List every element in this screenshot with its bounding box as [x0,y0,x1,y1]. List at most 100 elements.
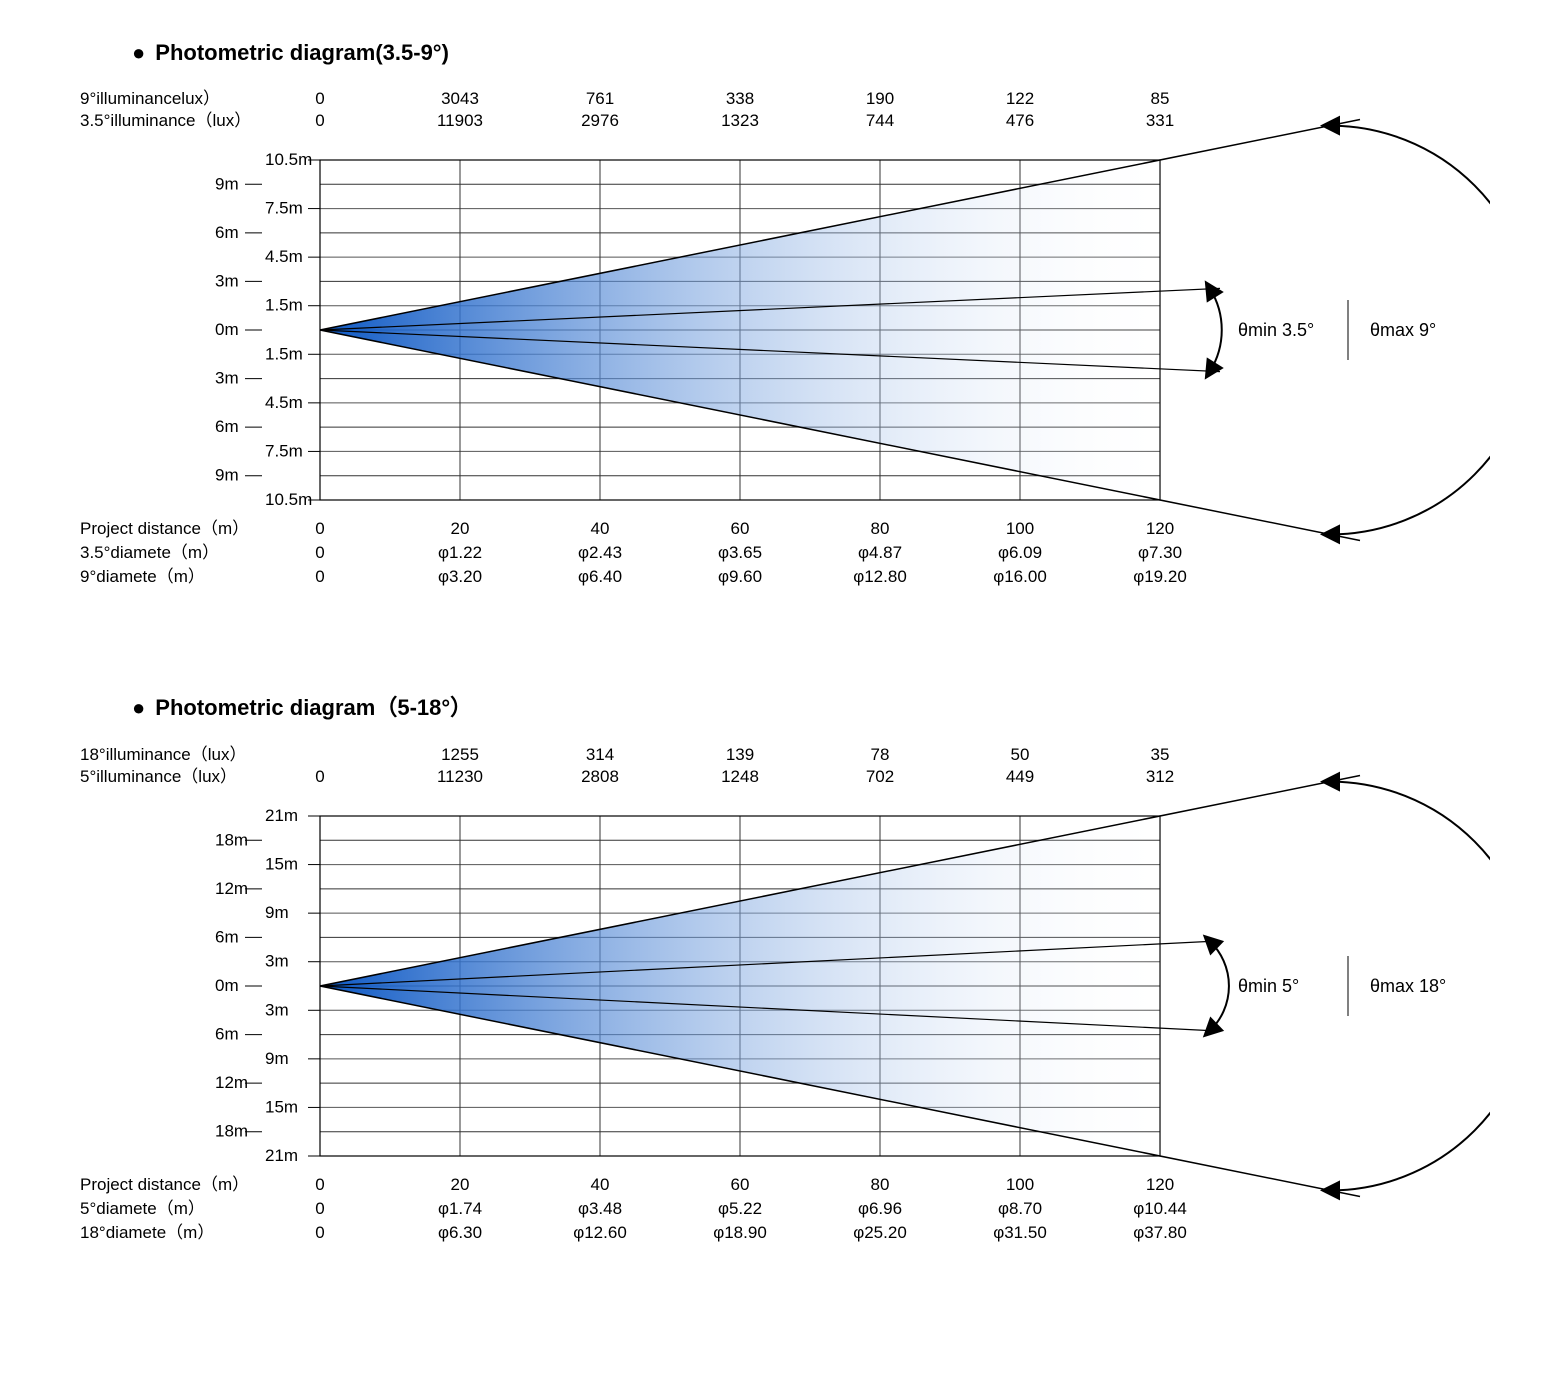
top-row-value: 0 [315,111,324,130]
photometric-diagram: Photometric diagram（5-18°）18°illuminance… [60,690,1497,1296]
y-major-label: 3m [215,369,239,388]
bottom-row-value: 60 [731,1175,750,1194]
y-minor-label: 9m [265,1049,289,1068]
y-minor-label: 7.5m [265,199,303,218]
y-major-label: 12m [215,1073,248,1092]
y-minor-label: 9m [265,903,289,922]
theta-max-label: θmax 18° [1370,976,1446,996]
top-row-value: 702 [866,767,894,786]
bottom-row-value: 0 [315,1175,324,1194]
top-row-label: 5°illuminance（lux） [80,767,237,786]
top-row-value: 3043 [441,89,479,108]
bottom-row-label: Project distance（m） [80,519,249,538]
bottom-row-value: φ2.43 [578,543,622,562]
top-row-value: 312 [1146,767,1174,786]
diagram-title: Photometric diagram（5-18°） [132,690,1497,722]
bottom-row-value: φ1.74 [438,1199,482,1218]
y-minor-label: 4.5m [265,393,303,412]
top-row-value: 35 [1151,745,1170,764]
bottom-row-value: φ1.22 [438,543,482,562]
top-row-value: 2976 [581,111,619,130]
top-row-value: 11903 [437,111,483,130]
top-row-value: 139 [726,745,754,764]
top-row-value: 190 [866,89,894,108]
top-row-value: 1248 [721,767,759,786]
bottom-row-value: 0 [315,1223,324,1242]
top-row-value: 338 [726,89,754,108]
top-row-value: 331 [1146,111,1174,130]
bottom-row-value: 120 [1146,519,1174,538]
y-major-label: 18m [215,830,248,849]
y-major-label: 18m [215,1122,248,1141]
y-major-label: 12m [215,879,248,898]
theta-max-label: θmax 9° [1370,320,1436,340]
bottom-row-value: 40 [591,519,610,538]
diagram-svg: 18°illuminance（lux）12553141397850355°ill… [60,736,1490,1296]
top-row-label: 9°illuminancelux） [80,89,220,108]
y-major-label: 6m [215,223,239,242]
bottom-row-value: φ4.87 [858,543,902,562]
bottom-row-label: 3.5°diamete（m） [80,543,219,562]
bottom-row-value: φ31.50 [993,1223,1047,1242]
top-row-value: 1323 [721,111,759,130]
bottom-row-value: φ5.22 [718,1199,762,1218]
top-row-value: 1255 [441,745,479,764]
y-minor-label: 3m [265,952,289,971]
bottom-row-value: φ6.09 [998,543,1042,562]
y-minor-label: 15m [265,855,298,874]
y-minor-label: 21m [265,1146,298,1165]
bottom-row-value: φ10.44 [1133,1199,1187,1218]
top-row-value: 2808 [581,767,619,786]
bottom-row-value: φ6.30 [438,1223,482,1242]
bottom-row-value: φ6.96 [858,1199,902,1218]
bottom-row-value: φ25.20 [853,1223,907,1242]
top-row-value: 476 [1006,111,1034,130]
bottom-row-value: 120 [1146,1175,1174,1194]
y-major-label: 6m [215,1025,239,1044]
y-major-label: 9m [215,174,239,193]
y-minor-label: 21m [265,806,298,825]
bottom-row-value: φ37.80 [1133,1223,1187,1242]
diagram-svg: 9°illuminancelux） 0 3043 761 338 190 122 85 3.5°… [60,80,1490,640]
y-minor-label: 3m [265,1000,289,1019]
bottom-row-label: Project distance（m） [80,1175,249,1194]
bottom-row-value: φ19.20 [1133,567,1187,586]
top-row-value: 78 [871,745,890,764]
y-minor-label: 4.5m [265,247,303,266]
theta-min-arc [1210,289,1222,371]
top-row-value: 11230 [437,767,483,786]
bottom-row-value: 100 [1006,519,1034,538]
y-major-label: 6m [215,417,239,436]
y-minor-label: 10.5m [265,490,312,509]
bottom-row-value: 20 [451,519,470,538]
bottom-row-label: 18°diamete（m） [80,1223,214,1242]
photometric-diagram: Photometric diagram(3.5-9°)9°illuminance… [60,40,1497,640]
y-minor-label: 1.5m [265,296,303,315]
bottom-row-value: 100 [1006,1175,1034,1194]
top-row-value: 85 [1151,89,1170,108]
top-row-value: 744 [866,111,894,130]
bottom-row-value: 0 [315,567,324,586]
y-minor-label: 1.5m [265,344,303,363]
top-row-label: 3.5°illuminance（lux） [80,111,251,130]
y-minor-label: 15m [265,1097,298,1116]
top-row-value: 761 [586,89,614,108]
bottom-row-value: 40 [591,1175,610,1194]
bottom-row-value: φ12.80 [853,567,907,586]
bottom-row-value: 60 [731,519,750,538]
top-row-value: 449 [1006,767,1034,786]
bottom-row-value: 0 [315,543,324,562]
y-minor-label: 10.5m [265,150,312,169]
bottom-row-value: φ8.70 [998,1199,1042,1218]
y-major-label: 9m [215,466,239,485]
bottom-row-label: 5°diamete（m） [80,1199,205,1218]
bottom-row-value: φ18.90 [713,1223,767,1242]
top-row-value: 122 [1006,89,1034,108]
bottom-row-value: φ6.40 [578,567,622,586]
bottom-row-value: 80 [871,1175,890,1194]
y-major-label: 3m [215,271,239,290]
bottom-row-value: 0 [315,1199,324,1218]
theta-min-label: θmin 3.5° [1238,320,1314,340]
y-major-label: 0m [215,976,239,995]
y-minor-label: 7.5m [265,441,303,460]
